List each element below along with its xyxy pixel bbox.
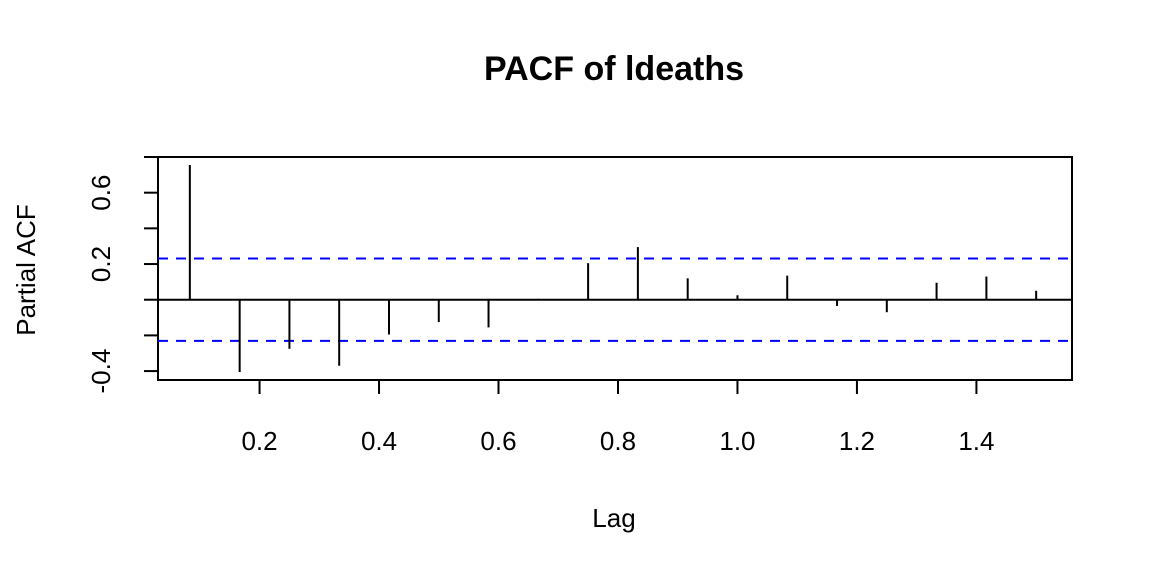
y-tick-label: 0.6 [86,175,116,211]
y-tick-label: 0.2 [86,246,116,282]
x-tick-label: 1.4 [958,426,994,456]
x-tick-label: 0.2 [241,426,277,456]
plot-frame [157,156,1073,381]
y-axis-label: Partial ACF [11,204,41,336]
y-tick-label: -0.4 [86,349,116,394]
plot-area: 0.2 0.4 0.6 0.8 1.0 1.2 1.4 -0.4 0.2 0.6 [86,156,1073,456]
x-tick-label: 0.6 [480,426,516,456]
chart-title: PACF of ldeaths [484,50,744,88]
x-tick-label: 1.0 [719,426,755,456]
x-tick-label: 0.8 [600,426,636,456]
x-tick-label: 1.2 [839,426,875,456]
x-axis-label: Lag [592,503,635,533]
x-tick-label: 0.4 [361,426,397,456]
